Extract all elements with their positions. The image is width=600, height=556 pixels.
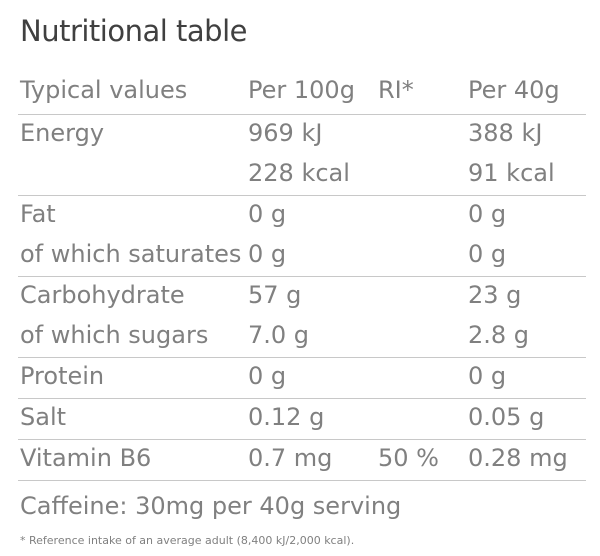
- row-per-40g: 0.28 mg: [468, 444, 568, 472]
- row-per-40g: 388 kJ: [468, 119, 543, 147]
- row-per-100g: 0 g: [248, 362, 287, 390]
- row-label: Energy: [20, 119, 105, 147]
- table-header-row: Typical values Per 100g RI* Per 40g: [18, 74, 586, 115]
- row-per-40g: 91 kcal: [468, 159, 555, 187]
- row-per-100g: 7.0 g: [248, 321, 310, 349]
- row-label: Fat: [20, 200, 56, 228]
- row-per-100g: 0 g: [248, 240, 287, 268]
- row-per-40g: 0 g: [468, 362, 507, 390]
- row-ri: 50 %: [378, 444, 439, 472]
- row-per-100g: 0.7 mg: [248, 444, 333, 472]
- row-per-100g: 0 g: [248, 200, 287, 228]
- table-row-salt: Salt 0.12 g 0.05 g: [18, 399, 586, 440]
- row-per-40g: 23 g: [468, 281, 522, 309]
- row-per-40g: 0 g: [468, 240, 507, 268]
- row-per-100g: 0.12 g: [248, 403, 325, 431]
- row-label: Carbohydrate: [20, 281, 185, 309]
- reference-intake-footnote: * Reference intake of an average adult (…: [20, 534, 355, 547]
- header-per-100g: Per 100g: [248, 76, 355, 104]
- header-ri: RI*: [378, 76, 414, 104]
- row-label: of which saturates: [20, 240, 242, 268]
- table-row-protein: Protein 0 g 0 g: [18, 358, 586, 399]
- row-per-100g: 969 kJ: [248, 119, 323, 147]
- nutrition-table: Typical values Per 100g RI* Per 40g Ener…: [18, 74, 586, 481]
- table-row-carbohydrate: Carbohydrate 57 g 23 g of which sugars 7…: [18, 277, 586, 358]
- caffeine-note: Caffeine: 30mg per 40g serving: [20, 492, 402, 520]
- row-label: Salt: [20, 403, 67, 431]
- row-label: Vitamin B6: [20, 444, 152, 472]
- row-per-100g: 57 g: [248, 281, 302, 309]
- header-per-40g: Per 40g: [468, 76, 560, 104]
- header-typical-values: Typical values: [20, 76, 188, 104]
- row-per-100g: 228 kcal: [248, 159, 350, 187]
- row-per-40g: 0 g: [468, 200, 507, 228]
- row-per-40g: 0.05 g: [468, 403, 545, 431]
- row-label: of which sugars: [20, 321, 209, 349]
- table-row-energy: Energy 969 kJ 388 kJ 228 kcal 91 kcal: [18, 115, 586, 196]
- row-per-40g: 2.8 g: [468, 321, 530, 349]
- row-label: Protein: [20, 362, 105, 390]
- table-row-fat: Fat 0 g 0 g of which saturates 0 g 0 g: [18, 196, 586, 277]
- page-title: Nutritional table: [20, 14, 247, 48]
- table-row-vitamin-b6: Vitamin B6 0.7 mg 50 % 0.28 mg: [18, 440, 586, 481]
